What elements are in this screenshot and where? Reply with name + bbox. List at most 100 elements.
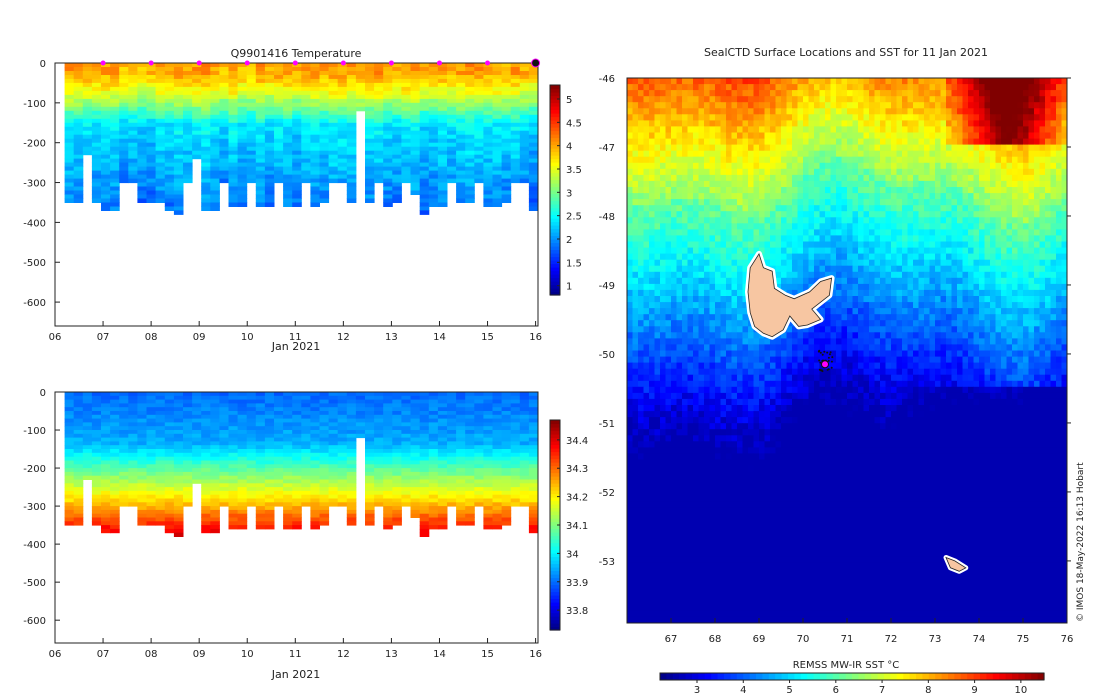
temperature-cell	[274, 75, 284, 80]
sst-cell	[660, 174, 666, 182]
temperature-cell	[192, 142, 202, 148]
colorbar-step	[550, 256, 560, 261]
temperature-cell	[201, 114, 211, 120]
temperature-cell	[91, 82, 102, 88]
sst-cell	[1012, 156, 1018, 164]
sst-cell	[896, 102, 903, 109]
sst-cell	[852, 90, 859, 97]
salinity-cell	[410, 445, 421, 450]
salinity-cell	[319, 437, 330, 442]
temperature-cell	[274, 82, 284, 88]
temperature-cell	[492, 158, 503, 164]
temperature-cell	[346, 134, 357, 140]
salinity-cell	[401, 399, 411, 404]
temperature-cell	[73, 118, 84, 124]
temperature-cell	[201, 134, 211, 140]
sst-cell	[775, 90, 782, 97]
sst-cell	[808, 156, 815, 164]
salinity-cell	[437, 392, 448, 397]
temperature-cell	[292, 90, 302, 96]
temperature-cell	[283, 90, 293, 96]
temperature-cell	[456, 190, 466, 195]
salinity-cell	[101, 471, 111, 477]
colorbar-step	[550, 451, 560, 456]
salinity-cell	[64, 487, 75, 492]
temperature-cell	[246, 67, 257, 72]
salinity-cell	[210, 513, 220, 518]
salinity-cell	[237, 517, 248, 522]
salinity-cell	[401, 441, 411, 446]
temperature-cell	[437, 134, 448, 140]
salinity-cell	[447, 403, 457, 408]
salinity-cell	[164, 475, 175, 480]
temperature-cell	[465, 170, 475, 176]
salinity-cell	[419, 449, 430, 454]
sst-cell	[715, 150, 721, 158]
salinity-cell	[346, 411, 357, 416]
salinity-cell	[310, 449, 320, 454]
temperature-cell	[228, 186, 239, 191]
salinity-cell	[447, 437, 457, 442]
salinity-cell	[510, 460, 521, 465]
temperature-cell	[91, 198, 102, 203]
salinity-cell	[128, 399, 138, 404]
temperature-cell	[246, 71, 257, 76]
sst-cell	[918, 126, 925, 133]
salinity-cell	[428, 460, 439, 465]
salinity-cell	[465, 468, 475, 473]
temperature-cell	[310, 86, 320, 92]
salinity-cell	[183, 475, 193, 480]
salinity-cell	[401, 445, 411, 450]
sst-cell	[924, 102, 930, 109]
salinity-cell	[237, 433, 248, 439]
sst-cell	[797, 138, 804, 146]
temperature-cell	[510, 67, 521, 72]
temperature-cell	[292, 158, 302, 164]
sst-cell	[737, 120, 743, 127]
salinity-cell	[82, 403, 93, 408]
salinity-cell	[392, 407, 402, 412]
sst-cell	[786, 168, 793, 176]
salinity-cell	[274, 426, 284, 431]
sst-cell	[874, 84, 881, 91]
salinity-cell	[255, 414, 266, 420]
temperature-cell	[483, 67, 493, 72]
temperature-cell	[392, 178, 402, 184]
temperature-cell	[155, 150, 166, 156]
temperature-cell	[173, 194, 184, 199]
sst-cell	[929, 144, 936, 152]
salinity-cell	[246, 418, 257, 423]
colorbar-step	[550, 260, 560, 265]
sst-cell	[918, 114, 925, 121]
temperature-cell	[82, 146, 93, 152]
sst-cell	[924, 96, 930, 103]
temperature-cell	[128, 110, 138, 116]
temperature-cell	[483, 78, 493, 84]
temperature-cell	[483, 154, 493, 160]
colorbar-step	[550, 619, 560, 624]
salinity-cell	[210, 437, 220, 442]
sst-cell	[885, 138, 892, 146]
temperature-cell	[301, 170, 311, 176]
temperature-cell	[137, 98, 147, 104]
salinity-cell	[337, 433, 348, 439]
temperature-cell	[292, 190, 302, 195]
salinity-cell	[528, 456, 539, 461]
temperature-cell	[346, 186, 357, 191]
temperature-cell	[456, 114, 466, 120]
salinity-cell	[246, 392, 257, 397]
temperature-cell	[410, 114, 421, 120]
sst-cell	[918, 96, 925, 103]
sst-cell	[704, 90, 710, 97]
salinity-cell	[319, 487, 330, 492]
sst-cell	[995, 96, 1002, 103]
salinity-cell	[255, 445, 266, 450]
temperature-cell	[228, 86, 239, 92]
salinity-cell	[237, 502, 248, 507]
salinity-cell	[483, 471, 493, 477]
salinity-cell	[465, 475, 475, 480]
sst-cell	[935, 168, 941, 176]
temperature-cell	[501, 194, 512, 199]
temperature-cell	[465, 106, 475, 112]
temperature-cell	[519, 75, 530, 80]
